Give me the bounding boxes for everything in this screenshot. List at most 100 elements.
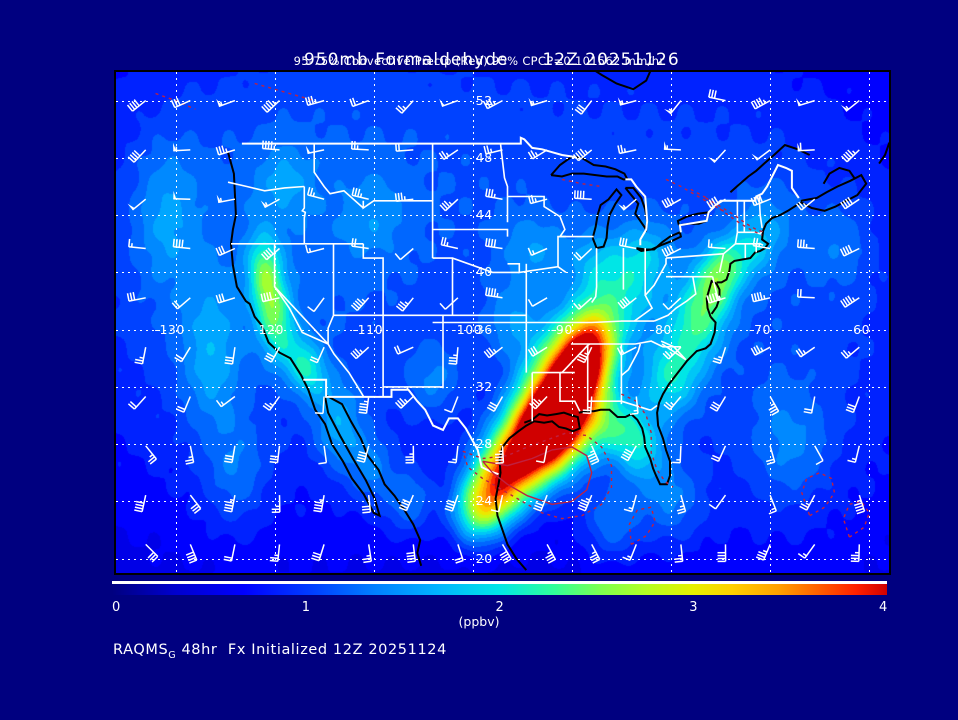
state-border-45: [661, 343, 687, 361]
coastline-newfoundland: [878, 141, 889, 165]
wind-barb: [797, 543, 816, 559]
wind-barb: [661, 244, 682, 257]
wind-barb: [128, 238, 146, 250]
wind-barb: [796, 239, 815, 250]
wind-barb: [269, 445, 281, 464]
gridline-lat-52: [116, 100, 889, 102]
lake-superior: [550, 155, 630, 181]
wind-barb: [395, 142, 414, 152]
gridline-lon--100: [472, 72, 474, 573]
wind-barb: [797, 142, 815, 152]
state-border-18: [507, 263, 567, 274]
wind-barb: [661, 197, 682, 209]
wind-barb: [847, 445, 861, 464]
wind-barb: [527, 149, 548, 160]
wind-barb: [351, 187, 369, 200]
precip-contour-5: [665, 178, 726, 213]
footer-model: RAQMS: [113, 642, 169, 658]
wind-barb: [618, 237, 637, 250]
wind-barb: [587, 445, 600, 466]
colorbar-tick-1: 1: [301, 600, 311, 615]
wind-barb: [261, 140, 280, 151]
wind-barb: [527, 194, 548, 205]
wind-barb: [350, 297, 370, 312]
wind-barb: [170, 97, 191, 109]
page-subtitle: 95-75% Convective Precip (Red) 95% CPCP=…: [293, 54, 665, 68]
wind-barb: [305, 145, 325, 155]
wind-barb: [398, 494, 414, 512]
state-border-34: [591, 248, 598, 303]
wind-barb: [126, 291, 146, 302]
wind-barb: [356, 445, 370, 463]
lat-label-28: 28: [475, 436, 493, 452]
wind-barb: [271, 495, 281, 513]
state-border-37: [737, 230, 763, 235]
title-product: 950mb Formaldehyde: [303, 50, 509, 70]
precip-contour-4: [690, 188, 763, 236]
state-border-43: [653, 276, 697, 322]
gridline-lat-20: [116, 558, 889, 560]
wind-barb: [394, 247, 414, 261]
wind-barb: [663, 396, 682, 411]
wind-barb: [853, 494, 866, 515]
wind-barb: [483, 145, 503, 155]
wind-barb: [664, 100, 682, 115]
gridline-lon--60: [869, 72, 871, 573]
wind-barb: [444, 494, 459, 512]
page-title: 950mb Formaldehyde 12Z 20251126: [0, 30, 958, 90]
wind-barb: [127, 395, 147, 410]
coastline-gulf-west: [494, 411, 581, 571]
coastline-st-lawrence: [729, 143, 811, 193]
wind-barb: [484, 287, 503, 299]
wind-barb: [573, 247, 593, 261]
state-border-23: [560, 343, 591, 374]
wind-barb: [712, 346, 727, 365]
wind-barb: [174, 346, 191, 363]
wind-barb: [483, 346, 503, 359]
lake-michigan: [591, 187, 623, 250]
state-border-19: [557, 235, 594, 267]
state-border-16: [499, 143, 509, 223]
lon-label--120: -120: [253, 321, 284, 337]
gridline-lat-28: [116, 444, 889, 446]
map-plot-area: -130 -120 -110 -100 -90 -80 -70 -60 52 48 44 40 36 32…: [114, 70, 891, 575]
wind-barb: [706, 292, 726, 304]
wind-barb: [573, 190, 592, 200]
wind-barb: [750, 97, 771, 110]
wind-barb: [350, 346, 370, 360]
wind-barb: [841, 100, 860, 112]
state-border-36: [722, 200, 739, 255]
wind-barb: [814, 445, 824, 466]
wind-barb: [185, 544, 198, 564]
lat-label-32: 32: [475, 378, 493, 394]
wind-barb: [261, 99, 281, 113]
wind-barb: [582, 396, 593, 415]
state-border-29: [660, 340, 687, 361]
wind-barb: [313, 494, 325, 513]
state-border-27: [621, 400, 658, 411]
coastline-gulf-east-atlantic: [578, 316, 717, 486]
lat-label-20: 20: [475, 550, 493, 566]
wind-barb: [189, 494, 202, 514]
wind-barb: [499, 544, 512, 564]
wind-barb: [750, 194, 771, 207]
gridline-lat-44: [116, 215, 889, 217]
wind-barb: [662, 297, 682, 310]
wind-barb: [676, 494, 687, 515]
state-border-30: [633, 258, 667, 322]
colorbar-tick-3: 3: [689, 600, 698, 615]
wind-barb: [750, 291, 771, 303]
wind-barb: [394, 395, 414, 409]
wind-barb: [439, 198, 459, 212]
wind-barb: [840, 196, 860, 210]
wind-barb: [304, 244, 325, 254]
wind-barb: [620, 445, 637, 462]
wind-barb: [710, 445, 727, 462]
wind-barb: [405, 445, 415, 464]
colorbar-gradient: [112, 584, 887, 595]
gridline-lat-40: [116, 272, 889, 274]
state-border-50: [327, 343, 365, 398]
wind-barb: [840, 149, 860, 163]
wind-barb: [768, 396, 780, 416]
wind-barb: [617, 296, 637, 309]
